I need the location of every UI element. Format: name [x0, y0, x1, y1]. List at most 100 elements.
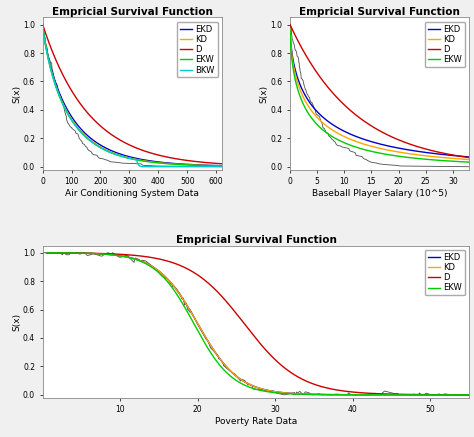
D: [40, 22, 46, 27]
EKD: [122, 153, 128, 158]
EKW: [374, 150, 380, 155]
EKD: [466, 154, 472, 160]
BKW: [219, 164, 225, 169]
EKD: [461, 154, 467, 159]
D: [454, 392, 460, 397]
EKW: [296, 91, 302, 97]
KD: [127, 156, 133, 161]
KD: [461, 156, 467, 162]
EKW: [428, 157, 434, 162]
EKW: [122, 155, 128, 160]
KD: [214, 163, 219, 168]
D: [49, 48, 55, 53]
EKD: [287, 26, 293, 31]
EKW: [181, 162, 187, 167]
EKD: [219, 163, 225, 168]
D: [65, 250, 71, 256]
Line: EKW: EKW: [290, 30, 469, 162]
Y-axis label: S(x): S(x): [12, 312, 21, 331]
EKD: [249, 383, 255, 388]
D: [428, 148, 434, 153]
KD: [376, 392, 382, 397]
Title: Empricial Survival Function: Empricial Survival Function: [52, 7, 213, 17]
D: [181, 157, 187, 163]
Line: EKW: EKW: [46, 253, 469, 395]
Title: Empricial Survival Function: Empricial Survival Function: [299, 7, 460, 17]
EKW: [287, 28, 293, 33]
KD: [65, 250, 71, 256]
KD: [466, 157, 472, 162]
EKD: [49, 68, 55, 73]
EKW: [461, 159, 467, 164]
KD: [370, 144, 375, 149]
D: [461, 154, 467, 160]
BKW: [127, 156, 133, 161]
D: [122, 140, 128, 146]
EKW: [219, 163, 225, 169]
EKD: [65, 250, 71, 256]
EKD: [461, 154, 467, 159]
X-axis label: Poverty Rate Data: Poverty Rate Data: [215, 417, 297, 426]
BKW: [214, 164, 219, 169]
EKW: [454, 392, 460, 397]
KD: [40, 22, 46, 27]
EKW: [40, 22, 46, 27]
D: [461, 154, 467, 160]
BKW: [214, 164, 219, 169]
EKD: [376, 392, 382, 397]
Line: D: D: [290, 25, 469, 158]
Line: D: D: [46, 253, 469, 395]
KD: [219, 163, 225, 169]
Line: D: D: [43, 24, 222, 164]
KD: [296, 85, 302, 90]
KD: [461, 156, 467, 162]
Legend: EKD, KD, D, EKW: EKD, KD, D, EKW: [425, 22, 465, 67]
KD: [122, 154, 128, 160]
EKW: [461, 159, 467, 164]
D: [287, 22, 293, 28]
EKW: [49, 71, 55, 76]
D: [376, 391, 382, 396]
Title: Empricial Survival Function: Empricial Survival Function: [175, 235, 337, 245]
EKD: [214, 163, 219, 168]
Legend: EKD, KD, D, EKW: EKD, KD, D, EKW: [425, 250, 465, 295]
EKD: [44, 250, 49, 255]
BKW: [140, 164, 146, 169]
Line: KD: KD: [290, 29, 469, 160]
Legend: EKD, KD, D, EKW, BKW: EKD, KD, D, EKW, BKW: [177, 22, 218, 77]
X-axis label: Baseball Player Salary (10^5): Baseball Player Salary (10^5): [312, 189, 447, 198]
EKD: [374, 141, 380, 146]
EKD: [238, 377, 244, 382]
EKD: [454, 392, 460, 397]
KD: [249, 383, 255, 388]
Y-axis label: S(x): S(x): [12, 84, 21, 103]
Line: KD: KD: [46, 253, 469, 395]
D: [296, 41, 302, 46]
EKW: [466, 160, 472, 165]
EKD: [127, 154, 133, 160]
Line: EKD: EKD: [46, 253, 469, 395]
Y-axis label: S(x): S(x): [260, 84, 269, 103]
D: [370, 124, 375, 129]
EKD: [466, 392, 472, 397]
EKW: [65, 250, 71, 256]
D: [466, 392, 472, 397]
EKW: [238, 381, 244, 386]
D: [454, 392, 460, 397]
BKW: [40, 22, 46, 27]
KD: [466, 392, 472, 397]
Line: KD: KD: [43, 24, 222, 166]
D: [374, 127, 380, 132]
D: [214, 161, 219, 166]
D: [238, 317, 244, 322]
Line: EKD: EKD: [290, 29, 469, 157]
X-axis label: Air Conditioning System Data: Air Conditioning System Data: [65, 189, 199, 198]
EKW: [249, 385, 255, 391]
D: [127, 142, 133, 148]
Line: EKD: EKD: [43, 24, 222, 166]
BKW: [122, 155, 128, 160]
KD: [454, 392, 460, 397]
KD: [44, 250, 49, 255]
EKD: [454, 392, 460, 397]
D: [466, 155, 472, 160]
